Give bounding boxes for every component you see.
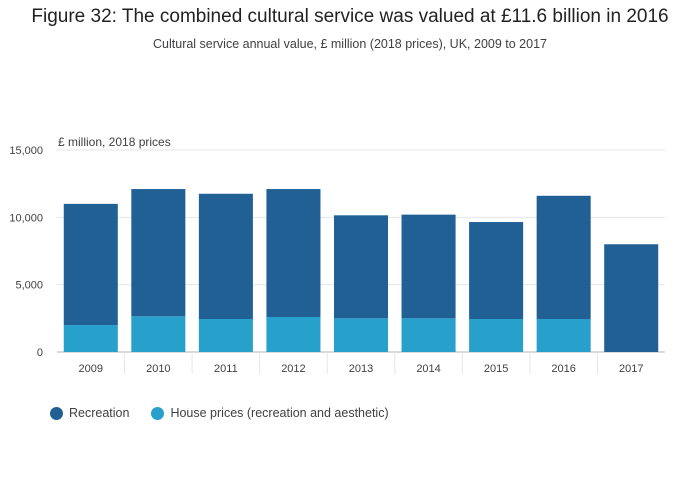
x-tick-label: 2013 bbox=[349, 363, 373, 375]
chart-subtitle: Cultural service annual value, £ million… bbox=[153, 37, 547, 51]
bar-house-2012[interactable] bbox=[266, 316, 321, 352]
bar-recreation-2010[interactable] bbox=[131, 189, 186, 317]
legend-label-recreation: Recreation bbox=[69, 406, 130, 420]
bar-house-2014[interactable] bbox=[401, 318, 456, 352]
bar-recreation-2015[interactable] bbox=[469, 222, 524, 320]
bar-recreation-2014[interactable] bbox=[401, 214, 456, 319]
chart-plot: 0 5,000 10,000 15,000 2009 2010 2011 2012 2013 20… bbox=[9, 135, 665, 375]
bar-recreation-2011[interactable] bbox=[198, 193, 253, 320]
bar-house-2015[interactable] bbox=[469, 319, 524, 352]
axes: 0 5,000 10,000 15,000 2009 2010 2011 2012 2013 20… bbox=[9, 145, 643, 375]
chart-title: Figure 32: The combined cultural service… bbox=[31, 6, 669, 27]
bar-recreation-2009[interactable] bbox=[63, 203, 118, 326]
x-tick-label: 2011 bbox=[214, 363, 238, 375]
legend-item-house-prices[interactable]: House prices (recreation and aesthetic) bbox=[151, 406, 389, 420]
bars bbox=[63, 189, 659, 352]
y-tick-label: 5,000 bbox=[15, 280, 43, 292]
y-tick-label: 10,000 bbox=[9, 212, 43, 224]
y-tick-label: 0 bbox=[37, 347, 43, 359]
y-axis-units-label: £ million, 2018 prices bbox=[58, 135, 171, 149]
legend-item-recreation[interactable]: Recreation bbox=[50, 406, 129, 420]
bar-recreation-2016[interactable] bbox=[536, 195, 591, 320]
bar-house-2016[interactable] bbox=[536, 319, 591, 352]
y-tick-label: 15,000 bbox=[9, 145, 43, 157]
x-tick-label: 2010 bbox=[146, 363, 170, 375]
bar-house-2013[interactable] bbox=[333, 318, 389, 352]
legend-swatch-house-prices bbox=[151, 406, 165, 420]
legend-label-house-prices: House prices (recreation and aesthetic) bbox=[170, 406, 389, 420]
bar-recreation-2017[interactable] bbox=[604, 244, 659, 352]
bar-house-2010[interactable] bbox=[131, 316, 186, 352]
bar-house-2009[interactable] bbox=[63, 325, 118, 352]
bar-recreation-2013[interactable] bbox=[333, 215, 389, 319]
x-tick-label: 2014 bbox=[416, 363, 440, 375]
x-tick-label: 2012 bbox=[281, 363, 305, 375]
legend-swatch-recreation bbox=[50, 406, 63, 420]
bar-house-2011[interactable] bbox=[198, 319, 253, 352]
legend: Recreation House prices (recreation and … bbox=[50, 406, 411, 420]
x-tick-label: 2017 bbox=[619, 363, 643, 375]
x-tick-label: 2016 bbox=[551, 363, 575, 375]
x-tick-label: 2009 bbox=[79, 363, 103, 375]
bar-recreation-2012[interactable] bbox=[266, 189, 321, 317]
x-tick-label: 2015 bbox=[484, 363, 508, 375]
